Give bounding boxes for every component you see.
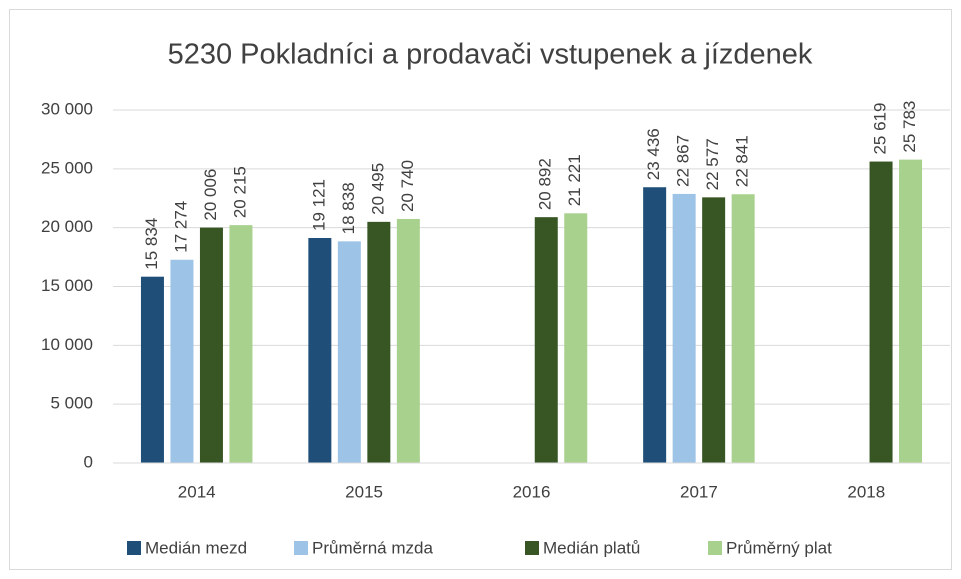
value-label: 20 215 bbox=[230, 166, 249, 218]
x-tick-label: 2017 bbox=[680, 482, 718, 501]
y-tick-label: 5 000 bbox=[50, 394, 93, 413]
bar bbox=[337, 241, 361, 463]
y-tick-label: 10 000 bbox=[41, 335, 93, 354]
legend-label: Medián mezd bbox=[145, 538, 247, 557]
legend-label: Průměrná mzda bbox=[312, 538, 433, 557]
x-tick-label: 2018 bbox=[847, 482, 885, 501]
legend-swatch bbox=[294, 541, 308, 555]
bar bbox=[308, 238, 332, 463]
value-label: 20 892 bbox=[536, 158, 555, 210]
value-label: 25 783 bbox=[900, 101, 919, 153]
y-tick-label: 30 000 bbox=[41, 99, 93, 118]
legend-swatch bbox=[708, 541, 722, 555]
bar bbox=[731, 194, 755, 464]
value-label: 15 834 bbox=[142, 218, 161, 270]
y-tick-label: 25 000 bbox=[41, 158, 93, 177]
bar bbox=[199, 227, 223, 463]
value-label: 19 121 bbox=[309, 179, 328, 231]
bar bbox=[672, 193, 696, 463]
value-label: 18 838 bbox=[339, 182, 358, 234]
y-tick-label: 15 000 bbox=[41, 276, 93, 295]
legend-label: Průměrný plat bbox=[726, 538, 832, 557]
value-label: 17 274 bbox=[171, 201, 190, 253]
chart-title: 5230 Pokladníci a prodavači vstupenek a … bbox=[168, 39, 813, 71]
bar bbox=[899, 159, 923, 463]
bar bbox=[534, 217, 558, 463]
value-label: 22 577 bbox=[703, 138, 722, 190]
value-label: 25 619 bbox=[871, 103, 890, 155]
legend-label: Medián platů bbox=[543, 538, 640, 557]
legend-swatch bbox=[525, 541, 539, 555]
value-label: 20 006 bbox=[201, 169, 220, 221]
x-tick-label: 2016 bbox=[513, 482, 551, 501]
bar bbox=[170, 259, 194, 463]
value-label: 22 841 bbox=[733, 135, 752, 187]
bar bbox=[367, 221, 391, 463]
bar bbox=[564, 213, 588, 463]
bar bbox=[869, 161, 893, 463]
value-label: 23 436 bbox=[644, 128, 663, 180]
y-tick-label: 20 000 bbox=[41, 217, 93, 236]
bar bbox=[396, 218, 420, 463]
bar bbox=[643, 187, 667, 464]
y-tick-label: 0 bbox=[84, 452, 93, 471]
value-label: 21 221 bbox=[565, 154, 584, 206]
bar bbox=[702, 197, 726, 463]
bar bbox=[229, 225, 253, 463]
value-label: 22 867 bbox=[674, 135, 693, 187]
x-tick-label: 2015 bbox=[345, 482, 383, 501]
legend-swatch bbox=[127, 541, 141, 555]
x-tick-label: 2014 bbox=[178, 482, 216, 501]
chart-border bbox=[9, 9, 952, 570]
value-label: 20 740 bbox=[398, 160, 417, 212]
bar bbox=[140, 276, 164, 463]
value-label: 20 495 bbox=[368, 163, 387, 215]
